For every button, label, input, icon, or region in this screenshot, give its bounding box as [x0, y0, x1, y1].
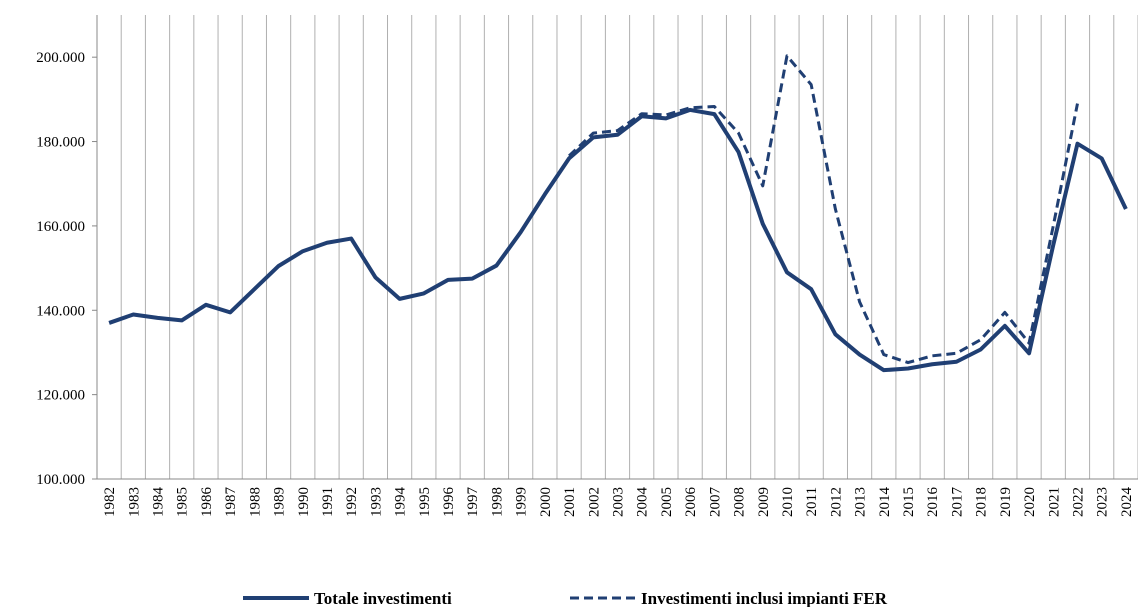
- x-tick-label: 2006: [683, 487, 699, 518]
- x-tick-label: 2015: [901, 487, 917, 517]
- x-tick-label: 1988: [247, 487, 263, 517]
- legend-label: Investimenti inclusi impianti FER: [641, 589, 888, 607]
- x-tick-label: 2016: [925, 487, 941, 518]
- x-tick-label: 2013: [853, 487, 869, 517]
- x-tick-label: 2012: [828, 487, 844, 517]
- x-tick-label: 2010: [780, 487, 796, 517]
- x-tick-label: 1987: [223, 487, 239, 518]
- series-line: [568, 54, 1079, 365]
- x-tick-label: 1994: [393, 487, 409, 518]
- x-tick-label: 2020: [1022, 487, 1038, 517]
- y-tick-label: 160.000: [36, 219, 85, 235]
- legend-label: Totale investimenti: [314, 589, 452, 607]
- x-tick-label: 2023: [1095, 487, 1111, 517]
- x-tick-label: 2008: [732, 487, 748, 517]
- x-tick-label: 1990: [296, 487, 312, 517]
- x-tick-label: 1993: [368, 487, 384, 517]
- x-tick-label: 1982: [102, 487, 118, 517]
- x-tick-label: 2014: [877, 487, 893, 518]
- x-tick-label: 1999: [514, 487, 530, 517]
- y-tick-label: 200.000: [36, 50, 85, 66]
- x-tick-label: 2000: [538, 487, 554, 517]
- x-tick-label: 2011: [804, 487, 820, 516]
- x-tick-label: 2003: [611, 487, 627, 517]
- x-tick-label: 1986: [199, 487, 215, 518]
- x-tick-label: 1992: [344, 487, 360, 517]
- x-tick-label: 1984: [151, 487, 167, 518]
- x-tick-label: 1998: [489, 487, 505, 517]
- x-tick-label: 1996: [441, 487, 457, 518]
- x-tick-label: 2005: [659, 487, 675, 517]
- x-tick-label: 2018: [974, 487, 990, 517]
- x-tick-label: 2021: [1046, 487, 1062, 517]
- x-tick-label: 2009: [756, 487, 772, 517]
- x-tick-label: 2004: [635, 487, 651, 518]
- x-tick-label: 1991: [320, 487, 336, 517]
- x-tick-label: 2019: [998, 487, 1014, 517]
- x-tick-label: 1985: [175, 487, 191, 517]
- x-tick-label: 2022: [1070, 487, 1086, 517]
- x-tick-label: 1995: [417, 487, 433, 517]
- y-tick-label: 100.000: [36, 472, 85, 488]
- y-tick-label: 180.000: [36, 135, 85, 151]
- y-tick-label: 120.000: [36, 388, 85, 404]
- x-tick-label: 2017: [949, 487, 965, 518]
- series-line: [108, 107, 1128, 373]
- x-tick-label: 2001: [562, 487, 578, 517]
- x-tick-label: 2002: [586, 487, 602, 517]
- x-tick-label: 2024: [1119, 487, 1135, 518]
- x-tick-label: 2007: [707, 487, 723, 518]
- x-tick-label: 1989: [272, 487, 288, 517]
- y-tick-label: 140.000: [36, 303, 85, 319]
- x-tick-label: 1997: [465, 487, 481, 518]
- x-tick-label: 1983: [126, 487, 142, 517]
